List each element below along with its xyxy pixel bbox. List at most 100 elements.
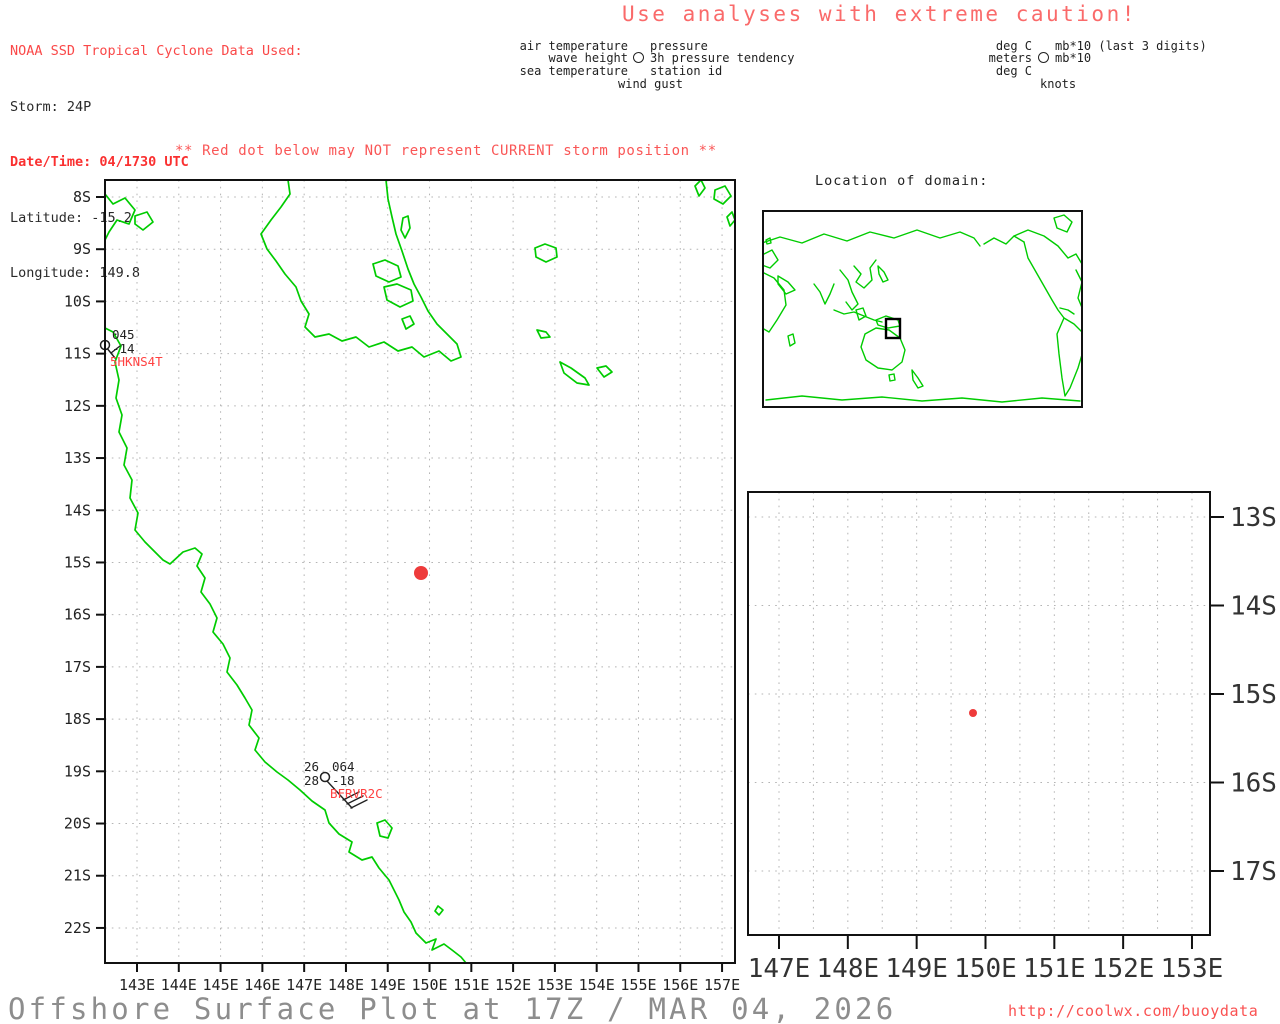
coastline [260, 179, 462, 362]
y-tick-label: 10S [64, 292, 91, 310]
x-tick-label: 148E [817, 954, 880, 984]
world-inset-map [762, 210, 1083, 408]
world-coastline [911, 369, 924, 389]
station-circle-icon [1038, 52, 1049, 63]
coastline [713, 185, 732, 205]
y-tick-label: 17S [1230, 857, 1277, 887]
wind-barb [110, 345, 121, 354]
y-tick-label: 15S [1230, 680, 1277, 710]
world-coastline [1013, 229, 1083, 265]
legend-unit-mb10: mb*10 [1055, 51, 1092, 66]
storm-position-dot [969, 709, 977, 717]
x-tick-label: 149E [885, 954, 948, 984]
storm-datetime-line: Date/Time: 04/1730 UTC [10, 154, 189, 170]
station-circle-icon [633, 52, 644, 63]
legend-right-units: deg C meters deg C [958, 40, 1032, 77]
legend-unit-meters: meters [988, 51, 1032, 66]
y-tick-label: 19S [64, 762, 91, 780]
world-coastline [1023, 241, 1065, 319]
zoom-map: 13S 14S 15S 16S 17S 147E 148E 149E 150E 151E 152E 1… [747, 491, 1277, 984]
world-coastline [762, 271, 787, 333]
y-tick-label: 9S [73, 240, 91, 258]
y-tick-label: 13S [1230, 503, 1277, 533]
storm-longitude-line: Longitude: 149.8 [10, 265, 141, 281]
station-circle-icon [319, 771, 331, 783]
world-coastline [762, 249, 779, 269]
legend-wind-gust: wind gust [618, 77, 684, 91]
world-coastline [1053, 214, 1073, 233]
world-coastline [839, 269, 859, 311]
x-tick-label: 151E [1023, 954, 1086, 984]
world-coastline [777, 275, 796, 295]
station-pressure: 045 [112, 327, 135, 342]
inset-frame [762, 210, 1083, 408]
coastline [536, 329, 551, 339]
legend-unit-degc-air: deg C [995, 39, 1032, 53]
wind-barb [346, 795, 364, 805]
station-id-label: 5HKNS4T [110, 354, 163, 369]
y-tick-label: 21S [64, 867, 91, 885]
world-coastline [888, 373, 896, 382]
x-tick-label: 153E [1161, 954, 1224, 984]
x-tick-label: 145E [203, 976, 239, 994]
x-tick-label: 147E [286, 976, 322, 994]
y-tick-label: 18S [64, 710, 91, 728]
plot-title: Offshore Surface Plot at 17Z / MAR 04, 2… [8, 992, 897, 1024]
x-tick-label: 143E [119, 976, 155, 994]
x-tick-label: 150E [411, 976, 447, 994]
main-map-group: 143E 144E 145E 146E 147E 148E 149E 150E 151E 152E… [64, 179, 740, 994]
world-coastline [860, 327, 906, 371]
world-coastline [853, 259, 877, 289]
coastline [104, 327, 467, 964]
world-coastline [765, 237, 772, 245]
coastline [726, 211, 736, 227]
y-tick-label: 11S [64, 345, 91, 363]
coastline [104, 193, 136, 241]
world-coastline [983, 235, 1025, 245]
legend-left-parameters-right: pressure 3h pressure tendency station id [650, 40, 795, 77]
legend-pressure: pressure [650, 39, 708, 53]
world-coastline [765, 395, 1081, 403]
x-tick-label: 146E [244, 976, 280, 994]
legend-air-temperature: air temperature [519, 39, 628, 53]
x-tick-label: 152E [495, 976, 531, 994]
legend-pressure-tendency: 3h pressure tendency [650, 51, 795, 66]
storm-id-line: Storm: 24P [10, 98, 92, 115]
storm-info-block: NOAA SSD Tropical Cyclone Data Used: Sto… [10, 5, 303, 320]
x-tick-label: 148E [328, 976, 364, 994]
legend-station-id: station id [650, 63, 723, 78]
x-tick-label: 157E [704, 976, 740, 994]
main-map: 143E 144E 145E 146E 147E 148E 149E 150E 151E 152E… [64, 179, 740, 994]
station-air-temp: 26 [304, 759, 319, 774]
station-pressure-tendency: -14 [112, 341, 135, 356]
x-tick-label: 149E [370, 976, 406, 994]
x-tick-label: 144E [161, 976, 197, 994]
world-coastline [1075, 269, 1083, 311]
coastline [596, 365, 613, 378]
y-tick-label: 14S [1230, 592, 1277, 622]
x-tick-label: 150E [954, 954, 1017, 984]
wind-barb [350, 799, 368, 809]
x-tick-label: 153E [537, 976, 573, 994]
source-url: http://coolwx.com/buoydata [1008, 1002, 1259, 1020]
x-tick-label: 147E [748, 954, 811, 984]
station-sea-temp: 28 [304, 773, 319, 788]
storm-position-dot [414, 566, 428, 580]
legend-unit-mb10-last3: mb*10 (last 3 digits) [1055, 39, 1207, 53]
storm-position-warning: ** Red dot below may NOT represent CURRE… [175, 143, 717, 159]
main-map-frame [104, 179, 736, 964]
legend-sea-temperature: sea temperature [519, 63, 628, 78]
legend-unit-knots: knots [1040, 77, 1077, 91]
coastline [383, 283, 414, 308]
y-tick-label: 13S [64, 449, 91, 467]
legend-right-units-right: mb*10 (last 3 digits) mb*10 [1055, 40, 1207, 65]
wind-barb [342, 791, 360, 801]
y-tick-label: 17S [64, 658, 91, 676]
x-tick-label: 156E [662, 976, 698, 994]
world-coastline [813, 283, 835, 305]
coastline [400, 215, 411, 239]
data-source-line: NOAA SSD Tropical Cyclone Data Used: [10, 43, 303, 59]
coastline [434, 905, 444, 916]
x-tick-label: 154E [579, 976, 615, 994]
